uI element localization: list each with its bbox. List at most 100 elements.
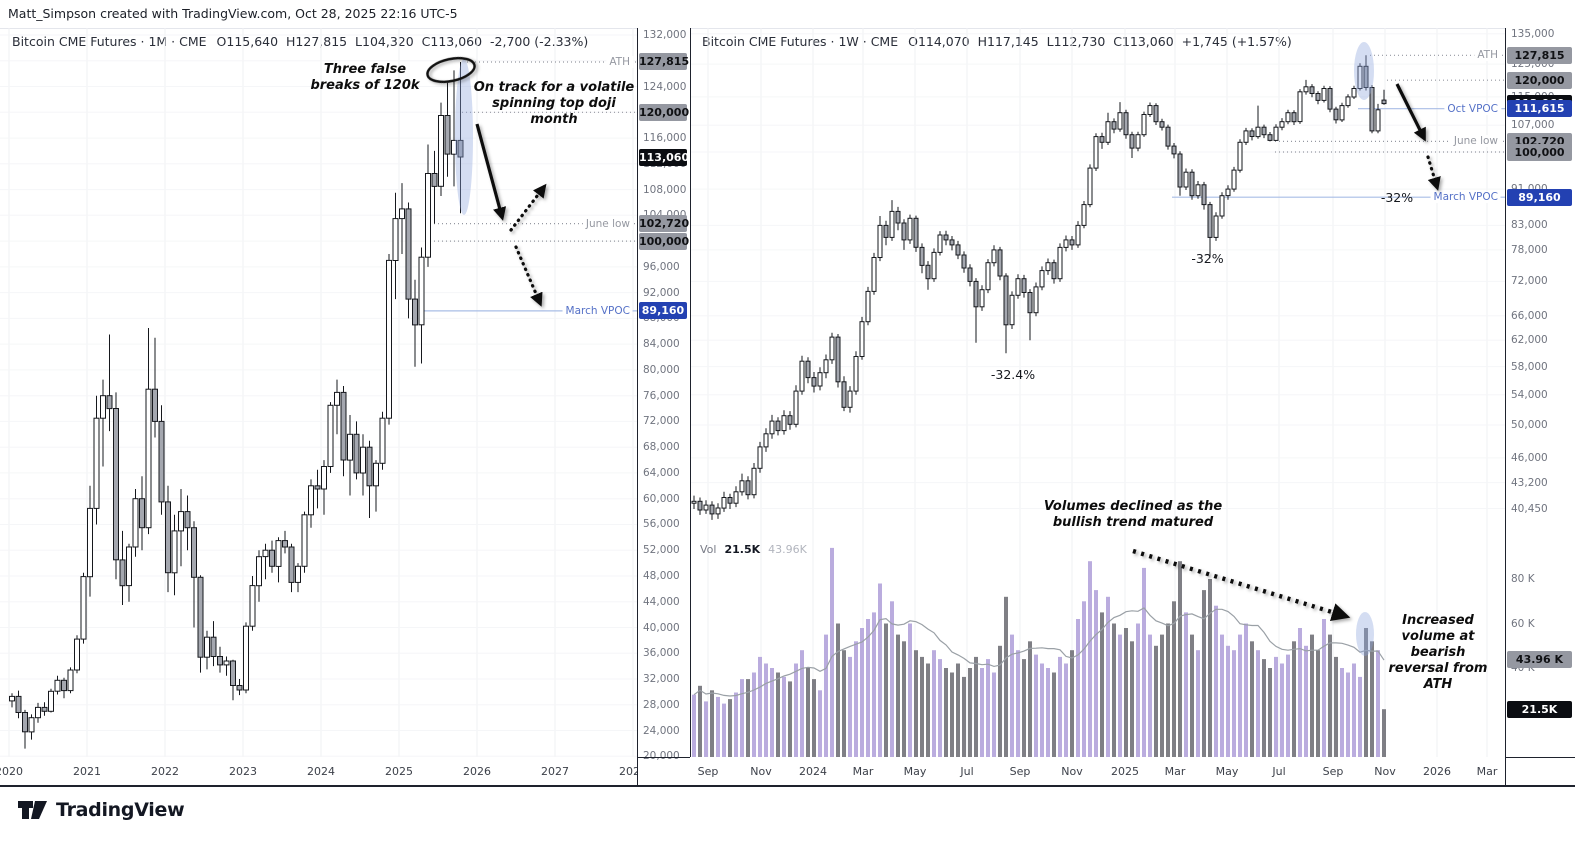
price-tick-label: 46,000 xyxy=(1511,452,1548,464)
price-badge-111615: 111,615 xyxy=(1507,100,1572,117)
price-badge-127815: 127,815 xyxy=(1507,47,1572,64)
annotation-drawdown-apr2025: -32% xyxy=(1191,251,1224,266)
monthly-chart-plot[interactable] xyxy=(0,28,637,757)
line-label-ath: ATH xyxy=(1474,49,1501,61)
price-tick-label: 24,000 xyxy=(643,725,680,737)
time-tick-label: 2025 xyxy=(385,765,413,778)
price-tick-label: 135,000 xyxy=(1511,28,1555,40)
time-tick-label: 2021 xyxy=(73,765,101,778)
price-tick-label: 76,000 xyxy=(643,390,680,402)
price-tick-label: 52,000 xyxy=(643,544,680,556)
monthly-symbol: Bitcoin CME Futures · 1M · CME xyxy=(12,34,207,49)
time-tick-label: 2028 xyxy=(619,765,637,778)
price-tick-label: 92,000 xyxy=(643,287,680,299)
time-tick-label: Sep xyxy=(697,765,719,778)
price-badge-100000: 100,000 xyxy=(1507,144,1572,161)
time-tick-label: Mar xyxy=(1164,765,1186,778)
price-tick-label: 28,000 xyxy=(643,699,680,711)
line-label-march-vpoc: March VPOC xyxy=(1430,191,1501,203)
price-tick-label: 36,000 xyxy=(643,647,680,659)
line-label-june-low: June low xyxy=(1450,135,1501,147)
time-tick-label: 2026 xyxy=(1423,765,1451,778)
annotation-increased-volume: Increased volume at bearish reversal fro… xyxy=(1388,613,1488,692)
time-tick-label: May xyxy=(903,765,927,778)
volume-bars xyxy=(692,547,1386,757)
price-tick-label: 83,000 xyxy=(1511,219,1548,231)
volume-legend: Vol 21.5K 43.96K xyxy=(700,543,807,556)
price-tick-label: 96,000 xyxy=(643,261,680,273)
price-tick-label: 58,000 xyxy=(1511,361,1548,373)
candlestick-series xyxy=(691,55,1387,520)
annotation-doji-month: On track for a volatile spinning top doj… xyxy=(473,80,635,127)
weekly-axis-border xyxy=(1505,28,1506,785)
volume-ma-value: 43.96K xyxy=(768,543,807,556)
price-tick-label: 56,000 xyxy=(643,518,680,530)
time-tick-label: 2026 xyxy=(463,765,491,778)
header-divider xyxy=(0,28,1575,29)
weekly-chart-plot[interactable] xyxy=(690,28,1505,757)
weekly-price-axis[interactable]: 135,000125,000115,000107,000100,00091,00… xyxy=(1505,28,1575,757)
time-tick-label: 2027 xyxy=(541,765,569,778)
price-tick-label: 62,000 xyxy=(1511,334,1548,346)
price-tick-label: 80,000 xyxy=(643,364,680,376)
price-tick-label: 50,000 xyxy=(1511,419,1548,431)
volume-ma-line xyxy=(693,607,1385,697)
time-tick-label: Mar xyxy=(1476,765,1498,778)
time-tick-label: Nov xyxy=(1374,765,1396,778)
time-tick-label: Mar xyxy=(852,765,874,778)
time-tick-label: Nov xyxy=(1061,765,1083,778)
panel-divider xyxy=(690,28,691,785)
time-tick-label: 2024 xyxy=(307,765,335,778)
volume-badge: 21.5K xyxy=(1507,701,1572,718)
price-badge-89160: 89,160 xyxy=(1507,189,1572,206)
line-label-oct-vpoc: Oct VPOC xyxy=(1444,103,1501,115)
monthly-axis-border xyxy=(637,28,638,785)
price-tick-label: 43,200 xyxy=(1511,477,1548,489)
chart-bottom-border xyxy=(0,785,1575,787)
price-tick-label: 40,000 xyxy=(643,622,680,634)
price-tick-label: 64,000 xyxy=(643,467,680,479)
price-tick-label: 20,000 xyxy=(643,750,680,762)
price-tick-label: 107,000 xyxy=(1511,119,1555,131)
price-badge-100000: 100,000 xyxy=(639,233,690,250)
tradingview-logo-icon xyxy=(18,801,47,819)
price-tick-label: 40,450 xyxy=(1511,503,1548,515)
price-badge-89160: 89,160 xyxy=(639,302,687,319)
price-tick-label: 116,000 xyxy=(643,132,687,144)
volume-current-value: 21.5K xyxy=(724,543,761,556)
weekly-ohlc: O114,070 H117,145 L112,730 C113,060 +1,7… xyxy=(908,34,1292,49)
time-tick-label: Jul xyxy=(960,765,974,778)
annotation-three-false-breaks: Three false breaks of 120k xyxy=(310,62,420,93)
time-tick-label: Sep xyxy=(1322,765,1344,778)
price-tick-label: 44,000 xyxy=(643,596,680,608)
candlestick-series xyxy=(9,62,464,749)
volume-tick-label: 80 K xyxy=(1511,573,1535,585)
tradingview-logo[interactable]: TradingView xyxy=(18,797,185,823)
time-tick-label: Nov xyxy=(750,765,772,778)
time-tick-label: Sep xyxy=(1009,765,1031,778)
price-tick-label: 68,000 xyxy=(643,441,680,453)
time-tick-label: May xyxy=(1215,765,1239,778)
attribution-text: Matt_Simpson created with TradingView.co… xyxy=(8,6,458,21)
price-badge-127815: 127,815 xyxy=(639,53,690,70)
time-tick-label: 2023 xyxy=(229,765,257,778)
price-tick-label: 84,000 xyxy=(643,338,680,350)
volume-legend-name: Vol xyxy=(700,543,717,556)
weekly-chart-title: Bitcoin CME Futures · 1W · CME O114,070 H… xyxy=(702,34,1292,49)
price-tick-label: 48,000 xyxy=(643,570,680,582)
price-tick-label: 108,000 xyxy=(643,184,687,196)
price-tick-label: 72,000 xyxy=(1511,275,1548,287)
price-badge-120000: 120,000 xyxy=(639,104,690,121)
price-tick-label: 32,000 xyxy=(643,673,680,685)
price-tick-label: 124,000 xyxy=(643,81,687,93)
weekly-symbol: Bitcoin CME Futures · 1W · CME xyxy=(702,34,899,49)
price-badge-113060: 113,060 xyxy=(639,149,690,166)
monthly-price-axis[interactable]: 132,000128,000124,000120,000116,000112,0… xyxy=(637,28,690,762)
price-tick-label: 72,000 xyxy=(643,415,680,427)
weekly-time-axis[interactable]: Sep Nov 2024 Mar May Jul Sep Nov 2025 Mar May Jul Se… xyxy=(690,757,1505,785)
time-tick-label: 2025 xyxy=(1111,765,1139,778)
time-tick-label: 2024 xyxy=(799,765,827,778)
